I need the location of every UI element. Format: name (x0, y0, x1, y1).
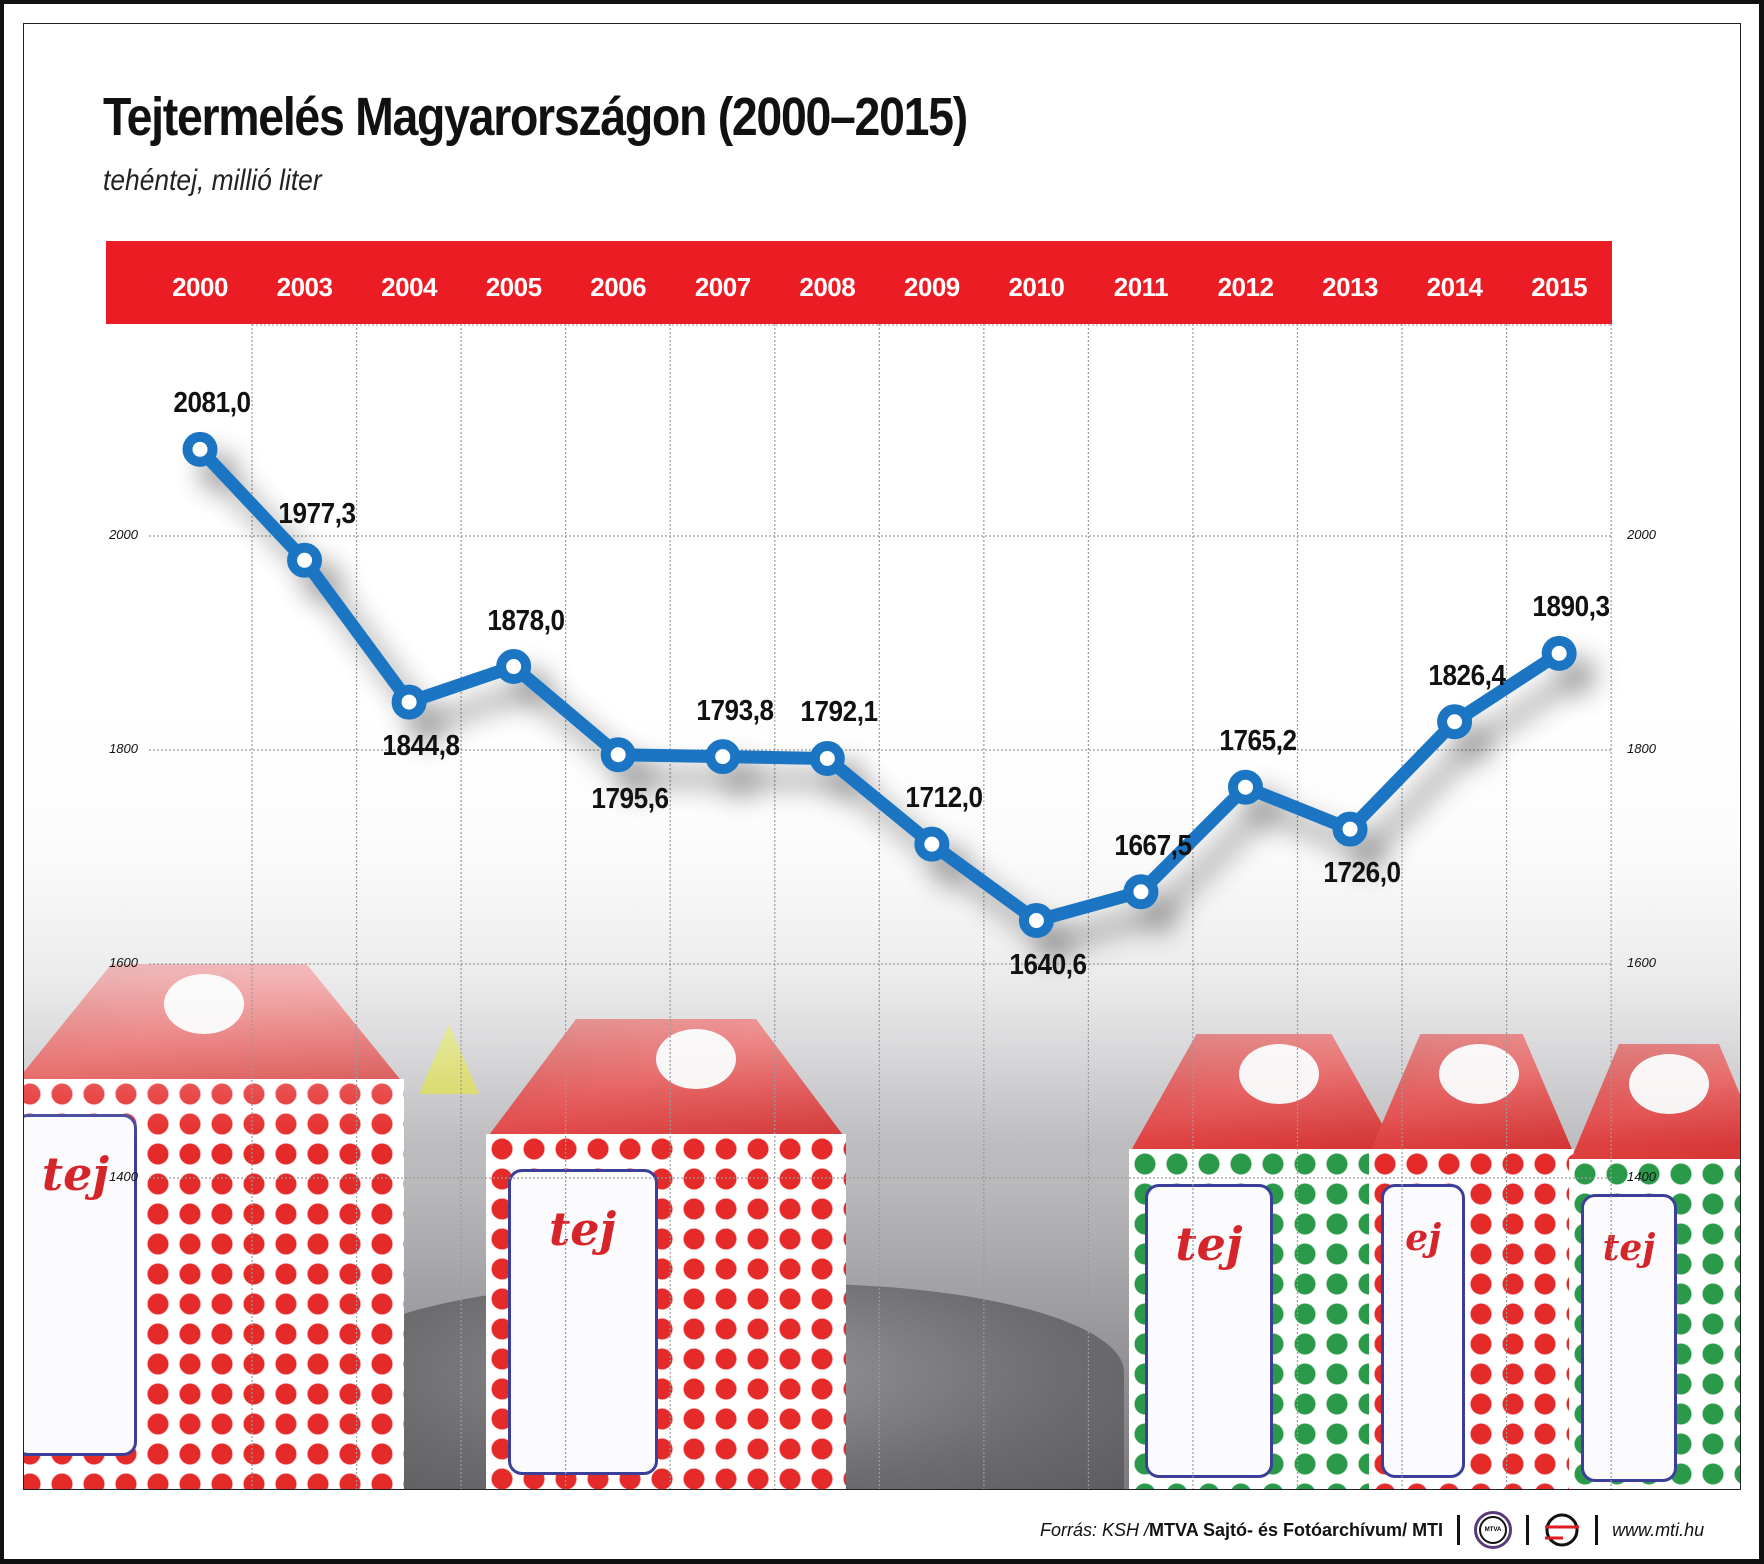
data-point-2010 (1018, 903, 1054, 939)
data-label-2013: 1726,0 (1323, 857, 1401, 890)
data-label-2005: 1878,0 (487, 604, 565, 637)
data-label-2012: 1765,2 (1218, 725, 1297, 758)
data-label-2015: 1890,3 (1532, 591, 1611, 624)
data-label-2011: 1667,5 (1114, 829, 1192, 862)
data-point-2008 (809, 740, 845, 776)
data-point-2006 (600, 737, 636, 773)
data-point-2007 (705, 739, 741, 775)
year-label-2006: 2006 (590, 272, 647, 302)
data-point-2000 (182, 431, 218, 467)
year-label-2011: 2011 (1113, 272, 1169, 302)
year-label-2004: 2004 (381, 272, 438, 302)
year-label-2008: 2008 (799, 272, 856, 302)
mti-logo-icon (1543, 1511, 1581, 1549)
y-tick-right-1400: 1400 (1627, 1169, 1656, 1184)
data-point-2012 (1228, 769, 1263, 805)
year-label-2015: 2015 (1531, 272, 1588, 302)
year-label-2012: 2012 (1217, 272, 1274, 302)
data-label-2007: 1793,8 (696, 694, 774, 727)
data-label-2003: 1977,3 (277, 498, 356, 531)
footer-source: Forrás: KSH / MTVA Sajtó- és Fotóarchívu… (1040, 1511, 1705, 1549)
data-point-2004 (391, 684, 427, 720)
year-axis-band (106, 241, 1612, 324)
data-label-2010: 1640,6 (1009, 948, 1088, 981)
chart-subtitle: tehéntej, millió liter (103, 164, 322, 197)
year-label-2000: 2000 (172, 272, 228, 302)
data-point-2009 (914, 826, 950, 862)
year-label-2005: 2005 (485, 272, 542, 302)
data-point-2003 (287, 542, 323, 578)
data-point-2013 (1332, 811, 1368, 847)
y-tick-right-2000: 2000 (1627, 527, 1656, 542)
data-label-2000: 2081,0 (173, 387, 251, 420)
source-prefix: Forrás: KSH / (1040, 1519, 1150, 1540)
y-tick-left-2000: 2000 (109, 527, 138, 542)
y-tick-left-1800: 1800 (109, 741, 138, 756)
data-label-2008: 1792,1 (800, 696, 879, 729)
data-point-2005 (496, 649, 532, 685)
gridlines (149, 324, 1612, 1489)
year-label-2010: 2010 (1008, 272, 1065, 302)
data-label-2004: 1844,8 (382, 730, 461, 763)
source-archive: MTVA Sajtó- és Fotóarchívum (1149, 1519, 1403, 1540)
data-label-2014: 1826,4 (1428, 659, 1506, 692)
data-series-line (182, 431, 1577, 939)
data-point-2015 (1541, 635, 1577, 671)
year-label-2003: 2003 (276, 272, 333, 302)
footer-divider (1526, 1515, 1530, 1545)
y-tick-left-1600: 1600 (109, 955, 138, 970)
data-point-2011 (1123, 874, 1159, 910)
website-url: www.mti.hu (1612, 1519, 1705, 1540)
y-tick-left-1400: 1400 (109, 1169, 138, 1184)
data-label-2009: 1712,0 (905, 782, 983, 815)
milk-cartons-background-photo: tej tej tej ej tej (24, 24, 1740, 1489)
source-suffix: / MTI (1402, 1519, 1444, 1540)
year-label-2007: 2007 (694, 272, 751, 302)
footer-divider (1457, 1515, 1461, 1545)
year-label-2013: 2013 (1322, 272, 1378, 302)
data-point-2014 (1437, 704, 1473, 740)
data-label-2006: 1795,6 (591, 782, 670, 815)
year-label-2014: 2014 (1426, 272, 1483, 302)
mtva-logo-icon: MTVA (1474, 1511, 1513, 1549)
y-tick-right-1800: 1800 (1627, 741, 1656, 756)
chart-title: Tejtermelés Magyarországon (2000–2015) (103, 87, 968, 147)
y-tick-right-1600: 1600 (1627, 955, 1656, 970)
year-label-2009: 2009 (903, 272, 960, 302)
footer-divider (1595, 1515, 1599, 1545)
